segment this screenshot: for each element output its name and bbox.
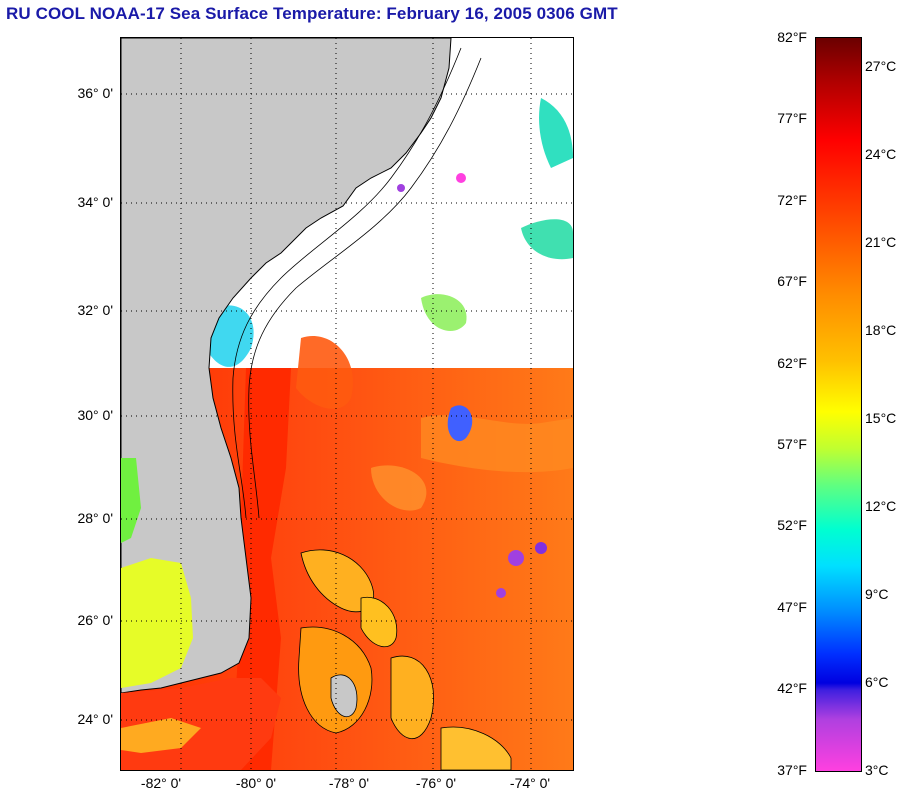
colorbar-gradient — [816, 38, 861, 771]
lat-label-30: 30° 0' — [77, 407, 113, 423]
gulf-stream — [231, 368, 291, 770]
lat-label-24: 24° 0' — [77, 711, 113, 727]
lon-label-80: -80° 0' — [235, 775, 277, 791]
lon-label-78: -78° 0' — [328, 775, 370, 791]
f-label-67: 67°F — [777, 273, 807, 289]
lon-label-76: -76° 0' — [415, 775, 457, 791]
c-label-9: 9°C — [865, 586, 889, 602]
f-label-42: 42°F — [777, 680, 807, 696]
c-label-21: 21°C — [865, 234, 897, 250]
sst-map — [120, 37, 574, 771]
f-label-62: 62°F — [777, 355, 807, 371]
lon-label-82: -82° 0' — [140, 775, 182, 791]
c-label-15: 15°C — [865, 410, 897, 426]
sst-map-canvas — [121, 38, 573, 770]
f-label-37: 37°F — [777, 762, 807, 778]
c-label-27: 27°C — [865, 58, 897, 74]
map-title: RU COOL NOAA-17 Sea Surface Temperature:… — [6, 4, 618, 23]
temperature-colorbar — [815, 37, 862, 772]
c-label-18: 18°C — [865, 322, 897, 338]
lon-label-74: -74° 0' — [509, 775, 551, 791]
lat-label-34: 34° 0' — [77, 194, 113, 210]
f-label-47: 47°F — [777, 599, 807, 615]
c-label-3: 3°C — [865, 762, 889, 778]
f-label-72: 72°F — [777, 192, 807, 208]
land-mass — [121, 38, 452, 694]
isobath-contour — [232, 47, 462, 519]
f-label-57: 57°F — [777, 436, 807, 452]
lat-label-32: 32° 0' — [77, 302, 113, 318]
f-label-77: 77°F — [777, 110, 807, 126]
c-label-12: 12°C — [865, 498, 897, 514]
lat-label-36: 36° 0' — [77, 85, 113, 101]
f-label-82: 82°F — [777, 29, 807, 45]
c-label-24: 24°C — [865, 146, 897, 162]
lat-label-26: 26° 0' — [77, 612, 113, 628]
c-label-6: 6°C — [865, 674, 889, 690]
lat-label-28: 28° 0' — [77, 510, 113, 526]
graticule — [121, 38, 573, 770]
f-label-52: 52°F — [777, 517, 807, 533]
